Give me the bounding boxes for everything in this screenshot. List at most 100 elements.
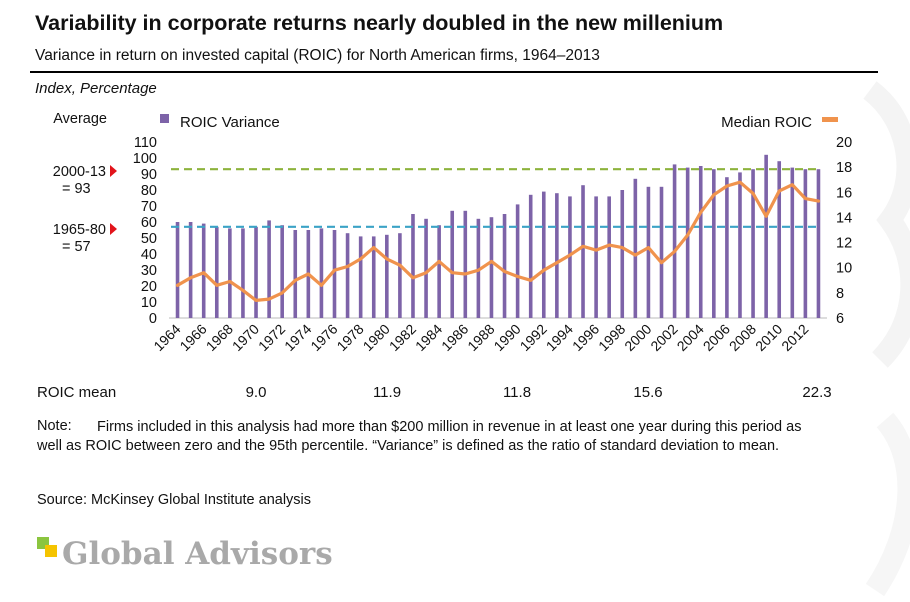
- median-roic-point: [516, 275, 520, 278]
- x-tick-label: 1984: [412, 321, 445, 354]
- median-roic-point: [320, 283, 323, 287]
- y-left-tick-label: 20: [141, 279, 157, 295]
- variance-bars: [175, 154, 821, 318]
- roic-mean-label: ROIC mean: [37, 384, 117, 401]
- median-roic-point: [228, 280, 232, 283]
- variance-bar: [790, 167, 795, 318]
- variance-bar: [672, 164, 677, 318]
- y-left-tick-label: 10: [141, 295, 157, 311]
- y-left-tick-label: 60: [141, 215, 157, 231]
- median-roic-point: [777, 189, 781, 193]
- note-text: Firms included in this analysis had more…: [37, 419, 802, 454]
- variance-bar: [594, 196, 598, 318]
- median-roic-point: [189, 276, 193, 280]
- x-tick-label: 1972: [255, 321, 288, 354]
- x-tick-label: 2012: [778, 321, 811, 354]
- x-tick-label: 2008: [726, 321, 759, 354]
- variance-bar: [568, 196, 572, 318]
- median-roic-point: [476, 268, 480, 272]
- y-right-tick-label: 18: [836, 160, 852, 176]
- y-left-tick-label: 70: [141, 199, 157, 215]
- y-left-tick-label: 110: [134, 135, 157, 151]
- y-right-tick-label: 20: [836, 135, 852, 151]
- chart-title: Variability in corporate returns nearly …: [35, 11, 724, 35]
- median-roic-point: [176, 283, 179, 287]
- x-tick-label: 1968: [203, 321, 236, 354]
- y-left-tick-label: 80: [141, 183, 157, 199]
- avg-recent-marker: [110, 165, 117, 177]
- x-tick-label: 1998: [595, 321, 628, 354]
- legend-variance-label: ROIC Variance: [180, 114, 280, 131]
- y-left-tick-label: 50: [141, 231, 157, 247]
- variance-bar: [803, 169, 808, 318]
- x-tick-label: 1966: [176, 321, 209, 354]
- title-divider: [30, 71, 878, 73]
- y-left-tick-label: 0: [149, 311, 157, 327]
- median-roic-point: [633, 253, 637, 257]
- median-roic-point: [581, 244, 585, 248]
- median-roic-point: [620, 246, 624, 250]
- variance-bar: [241, 228, 245, 318]
- y-right-tick-label: 10: [836, 261, 852, 277]
- avg-early-label: 1965-80: [53, 222, 106, 238]
- variance-bar: [254, 226, 258, 318]
- variance-bar: [450, 210, 455, 318]
- variance-bar: [463, 210, 468, 318]
- roic-mean-value: 9.0: [245, 384, 267, 401]
- median-roic-point: [607, 243, 611, 247]
- y-left-tick-label: 30: [141, 263, 157, 279]
- median-roic-point: [764, 214, 768, 218]
- median-roic-point: [346, 265, 349, 268]
- variance-bar: [764, 154, 768, 318]
- variance-bar: [293, 230, 298, 318]
- avg-early-value: = 57: [62, 239, 91, 255]
- roic-mean-value: 15.6: [633, 384, 663, 401]
- variance-bar: [437, 225, 441, 318]
- variance-bar: [607, 196, 611, 318]
- legend-median-label: Median ROIC: [721, 114, 812, 131]
- median-roic-point: [359, 257, 363, 261]
- roic-mean-value: 22.3: [802, 384, 832, 401]
- x-tick-label: 2002: [647, 321, 680, 354]
- median-roic-point: [686, 233, 690, 237]
- logo-yellow-square: [45, 545, 57, 557]
- median-roic-point: [398, 263, 402, 267]
- variance-bar: [725, 177, 729, 318]
- x-tick-label: 1978: [333, 321, 366, 354]
- note-label: Note:: [37, 418, 72, 434]
- x-tick-label: 1996: [569, 321, 602, 354]
- variance-bar: [345, 233, 350, 318]
- median-roic-point: [817, 199, 820, 203]
- variance-bar: [188, 222, 193, 318]
- x-tick-label: 2006: [700, 321, 733, 354]
- variance-bar: [201, 223, 206, 318]
- median-roic-point: [385, 257, 389, 261]
- median-roic-point: [673, 249, 676, 253]
- variance-bar: [332, 230, 337, 318]
- variance-bar: [816, 169, 821, 318]
- variance-bar: [528, 194, 533, 318]
- variance-bar: [555, 193, 559, 318]
- variance-bar: [751, 169, 755, 318]
- x-tick-label: 1976: [307, 321, 340, 354]
- median-roic-point: [306, 272, 310, 276]
- variance-bar: [411, 214, 415, 318]
- x-tick-label: 1994: [543, 321, 576, 354]
- variance-bar: [777, 161, 782, 318]
- y-right-tick-label: 8: [836, 286, 844, 302]
- median-roic-point: [699, 211, 703, 214]
- logo-text: Global Advisors: [62, 536, 333, 572]
- median-roic-point: [215, 283, 219, 287]
- median-roic-point: [803, 197, 807, 200]
- variance-bar: [659, 186, 664, 318]
- variance-bar: [541, 191, 546, 318]
- median-roic-point: [333, 268, 336, 272]
- variance-bar: [698, 166, 703, 318]
- median-roic-point: [555, 261, 559, 265]
- average-lines: [171, 168, 821, 228]
- y-left-tick-label: 90: [141, 167, 157, 183]
- variance-bar: [633, 178, 638, 318]
- variance-bar: [515, 204, 520, 318]
- variance-bar: [581, 185, 585, 318]
